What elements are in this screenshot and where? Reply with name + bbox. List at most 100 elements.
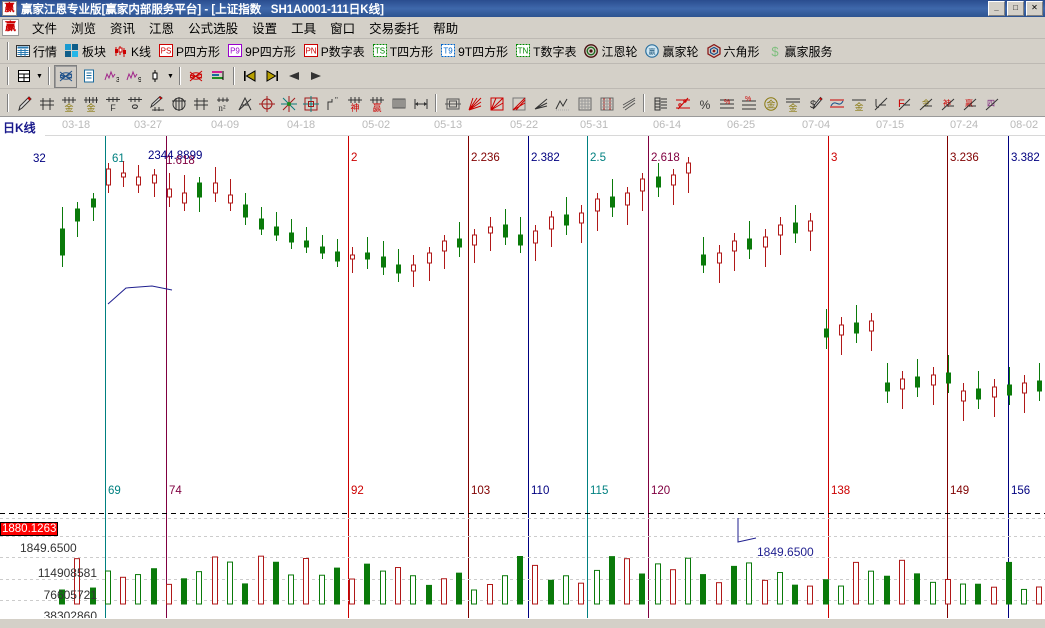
price-pane[interactable]: 2 2.236 2.382 2.5 2.618 3 3.236 3.382 32 61 2344.8…: [0, 136, 1045, 508]
toolbar-p-square-label: P四方形: [176, 44, 221, 59]
circle-grid-button[interactable]: [167, 92, 188, 113]
nav-prev-button[interactable]: [283, 66, 304, 87]
menu-item-trade-order[interactable]: 交易委托: [369, 22, 420, 36]
toolbar-t-number-table-button[interactable]: TN T数字表: [513, 42, 579, 61]
gann-bar-count-label: 92: [351, 485, 364, 497]
curve-red-button[interactable]: [825, 92, 846, 113]
toolbar-p-number-table-button[interactable]: PN P数字表: [301, 42, 368, 61]
slope-lines-button[interactable]: [617, 92, 638, 113]
gold-grid-1-button[interactable]: 金: [57, 92, 78, 113]
spiral-tool-button[interactable]: [123, 92, 144, 113]
toolbar-winner-service-button[interactable]: $ 赢家服务: [765, 42, 836, 61]
menu-item-formula-stock-pick[interactable]: 公式选股: [188, 22, 239, 36]
toolbar-winner-wheel-label: 赢家轮: [662, 44, 699, 59]
crosshair-button[interactable]: [255, 92, 276, 113]
percent-bar-button[interactable]: %: [715, 92, 736, 113]
gann-ratio-label: 2: [351, 152, 358, 164]
slope-ying-button[interactable]: 赢: [957, 92, 978, 113]
toolbar-p-square-button[interactable]: PS P四方形: [156, 42, 223, 61]
nav-first-button[interactable]: [239, 66, 260, 87]
box-target-button[interactable]: [299, 92, 320, 113]
fan-red-2-button[interactable]: [485, 92, 506, 113]
n-squared-button[interactable]: n²: [211, 92, 232, 113]
frame-box-button[interactable]: [441, 92, 462, 113]
star-burst-button[interactable]: [277, 92, 298, 113]
toolbar-9p-square-button[interactable]: P9 9P四方形: [225, 42, 299, 61]
ladder-tool-button[interactable]: [35, 92, 56, 113]
circle-grid-icon: [171, 96, 186, 111]
angle-a-button[interactable]: [233, 92, 254, 113]
gold-grid-2-button[interactable]: 金: [79, 92, 100, 113]
period-day-button[interactable]: [13, 66, 34, 87]
close-button[interactable]: ✕: [1026, 1, 1043, 16]
wave3-button[interactable]: 3: [100, 66, 121, 87]
span-marker-button[interactable]: [409, 92, 430, 113]
menu-item-gann[interactable]: 江恩: [149, 22, 175, 36]
period-dropdown-button[interactable]: ▼: [36, 72, 43, 80]
percent-button[interactable]: %: [693, 92, 714, 113]
fan-shade-icon: [533, 96, 547, 110]
slope-f-button[interactable]: F: [891, 92, 912, 113]
menu-item-file[interactable]: 文件: [32, 22, 58, 36]
slope-shen-button[interactable]: 神: [935, 92, 956, 113]
grid-fine2-button[interactable]: [595, 92, 616, 113]
menu-item-tools[interactable]: 工具: [291, 22, 317, 36]
toolbar-sector-button[interactable]: 板块: [62, 42, 109, 61]
toolbar-quotes-button[interactable]: 行情: [13, 42, 60, 61]
slope-j-button[interactable]: [869, 92, 890, 113]
gann-fan-red-button[interactable]: [185, 66, 206, 87]
pen-line-button[interactable]: [145, 92, 166, 113]
minimize-button[interactable]: _: [988, 1, 1005, 16]
nav-last-button[interactable]: [261, 66, 282, 87]
toolbar-gann-wheel-button[interactable]: 江恩轮: [581, 42, 640, 61]
step-line-button[interactable]: ": [321, 92, 342, 113]
fan-shade-button[interactable]: [529, 92, 550, 113]
chart-annotations: [107, 285, 173, 305]
ladder-table-button[interactable]: [649, 92, 670, 113]
zigzag-dots-button[interactable]: [551, 92, 572, 113]
toolbar-9p-square-label: 9P四方形: [245, 44, 296, 59]
pencil-tool-button[interactable]: [13, 92, 34, 113]
toolbar-kline-button[interactable]: K线: [111, 42, 154, 61]
fan-red2-icon: [489, 96, 503, 110]
slope-four-button[interactable]: 四: [979, 92, 1000, 113]
slope-gold-button[interactable]: 金: [913, 92, 934, 113]
fan-box-red-button[interactable]: [507, 92, 528, 113]
toolbar-9t-square-button[interactable]: T9 9T四方形: [438, 42, 511, 61]
toolbar-hexagon-button[interactable]: 六角形: [704, 42, 763, 61]
grid-fine-button[interactable]: [573, 92, 594, 113]
toolbar-winner-wheel-button[interactable]: 赢 赢家轮: [642, 42, 701, 61]
menu-item-info[interactable]: 资讯: [110, 22, 136, 36]
restore-button[interactable]: □: [1007, 1, 1024, 16]
shen-grid-button[interactable]: 神: [343, 92, 364, 113]
percent-bar2-button[interactable]: %: [737, 92, 758, 113]
menu-item-settings[interactable]: 设置: [252, 22, 278, 36]
ladder2-button[interactable]: [189, 92, 210, 113]
volume-pane[interactable]: 1880.1263 1849.6500 114908581 76605721 3830…: [0, 508, 1045, 618]
nav-next-button[interactable]: [305, 66, 326, 87]
gold-ladder-button[interactable]: 金: [781, 92, 802, 113]
fan-red-1-button[interactable]: [463, 92, 484, 113]
gold-slope-button[interactable]: 金: [847, 92, 868, 113]
f-grid-button[interactable]: F: [101, 92, 122, 113]
report-button[interactable]: [78, 66, 99, 87]
menu-item-browse[interactable]: 浏览: [71, 22, 97, 36]
chart-container[interactable]: 日K线 03-18 03-27 04-09 04-18 05-02 05-13 05-22 0…: [0, 117, 1045, 618]
color-bars-icon: [211, 69, 225, 83]
candle-dropdown-button[interactable]: ▼: [167, 72, 174, 80]
candle-single-button[interactable]: [144, 66, 165, 87]
menu-item-help[interactable]: 帮助: [433, 22, 459, 36]
gold-circle-icon: 金: [763, 96, 778, 111]
pen-dollar-button[interactable]: $: [803, 92, 824, 113]
ying-grid-button[interactable]: 赢: [365, 92, 386, 113]
layout-overlay-button[interactable]: [54, 64, 77, 88]
gold-circle-button[interactable]: 金: [759, 92, 780, 113]
wave9-button[interactable]: 9: [122, 66, 143, 87]
comb-scale-button[interactable]: [387, 92, 408, 113]
color-bars-button[interactable]: [207, 66, 228, 87]
menu-item-window[interactable]: 窗口: [330, 22, 356, 36]
svg-text:赢: 赢: [649, 47, 656, 56]
gann-bar-count-label: 149: [950, 485, 970, 497]
percent-curve-button[interactable]: [671, 92, 692, 113]
toolbar-t-square-button[interactable]: TS T四方形: [370, 42, 436, 61]
